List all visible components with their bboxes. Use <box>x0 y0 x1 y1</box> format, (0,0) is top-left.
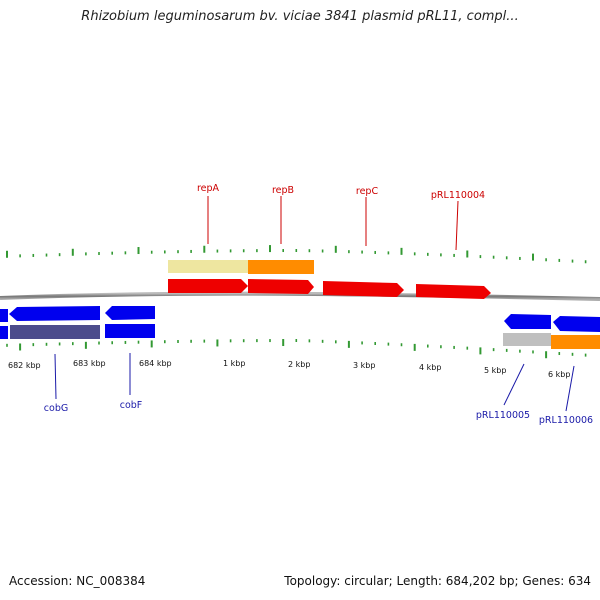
cds-left-edge[interactable] <box>0 326 8 339</box>
scale-label-3kbp: 3 kbp <box>353 361 375 370</box>
leader-cobG <box>54 353 57 400</box>
scale-label-2kbp: 2 kbp <box>288 360 310 369</box>
accession-text: Accession: NC_008384 <box>9 574 146 588</box>
cds-repA[interactable] <box>168 260 248 273</box>
gene-repC-arrow[interactable] <box>323 281 404 297</box>
gene-repB-arrow[interactable] <box>248 279 314 294</box>
bottom-gene-labels: cobG cobF pRL110005 pRL110006 <box>44 353 593 426</box>
scale-label-6kbp: 6 kbp <box>548 370 570 379</box>
gene-cobG-arrow[interactable] <box>9 306 100 321</box>
cds-cobG[interactable] <box>10 325 100 339</box>
scale-label-684kbp: 684 kbp <box>139 359 172 368</box>
gene-label-repA[interactable]: repA <box>197 183 220 194</box>
scale-label-683kbp: 683 kbp <box>73 359 106 368</box>
gene-label-pRL110006[interactable]: pRL110006 <box>539 415 593 426</box>
genome-summary: Topology: circular; Length: 684,202 bp; … <box>284 574 591 588</box>
gene-left-edge-arrow[interactable] <box>0 309 8 322</box>
gene-label-cobF[interactable]: cobF <box>120 400 143 411</box>
cds-repB[interactable] <box>248 260 314 274</box>
top-gene-labels: repA repB repC pRL110004 <box>197 183 485 251</box>
gene-repA-arrow[interactable] <box>168 279 248 293</box>
scale-label-4kbp: 4 kbp <box>419 363 441 372</box>
cds-cobF[interactable] <box>105 324 155 338</box>
leader-pRL110006 <box>565 365 575 412</box>
scale-label-682kbp: 682 kbp <box>8 361 41 370</box>
gene-pRL110004-arrow[interactable] <box>416 284 491 299</box>
leader-pRL110005 <box>503 363 525 406</box>
cds-pRL110005[interactable] <box>503 333 551 346</box>
plasmid-backbone <box>0 291 600 301</box>
gene-label-pRL110005[interactable]: pRL110005 <box>476 410 530 421</box>
gene-label-repB[interactable]: repB <box>272 185 294 196</box>
gene-pRL110005-arrow[interactable] <box>504 314 551 329</box>
inner-tick-ring <box>6 339 587 359</box>
leader-pRL110004 <box>455 200 459 251</box>
gene-cobF-arrow[interactable] <box>105 306 155 320</box>
gene-label-repC[interactable]: repC <box>356 186 379 197</box>
outer-tick-ring <box>6 245 587 264</box>
scale-label-5kbp: 5 kbp <box>484 366 506 375</box>
gene-pRL110006-arrow[interactable] <box>553 316 600 332</box>
map-title: Rhizobium leguminosarum bv. viciae 3841 … <box>81 9 519 24</box>
gene-label-pRL110004[interactable]: pRL110004 <box>431 190 485 201</box>
scale-label-1kbp: 1 kbp <box>223 359 245 368</box>
gene-label-cobG[interactable]: cobG <box>44 403 68 414</box>
cds-pRL110006[interactable] <box>551 335 600 349</box>
scale-labels: 682 kbp 683 kbp 684 kbp 1 kbp 2 kbp 3 kb… <box>8 359 570 379</box>
